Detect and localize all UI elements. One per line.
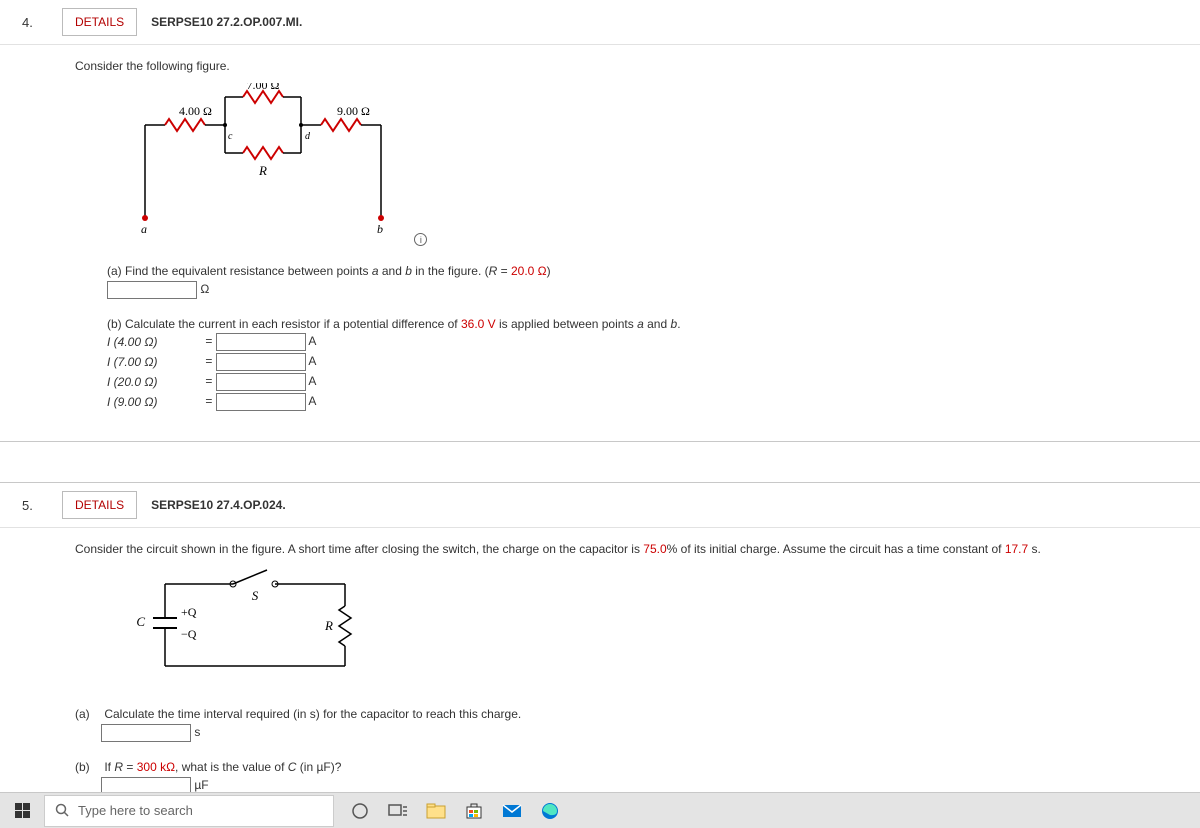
edge-icon[interactable]	[538, 799, 562, 823]
row-label: I (9.00 Ω)	[107, 395, 202, 409]
taskbar-search[interactable]: Type here to search	[44, 795, 334, 827]
svg-text:R: R	[324, 618, 333, 633]
svg-text:d: d	[305, 131, 311, 142]
part-b: (b) Calculate the current in each resist…	[107, 317, 1200, 411]
svg-text:C: C	[136, 614, 145, 629]
store-icon[interactable]	[462, 799, 486, 823]
intro-text: Consider the following figure.	[75, 59, 1200, 73]
svg-text:9.00 Ω: 9.00 Ω	[337, 104, 370, 118]
part-a: (a) Calculate the time interval required…	[75, 707, 1200, 742]
answer-input-i2[interactable]	[216, 353, 306, 371]
problem-4: 4. DETAILS SERPSE10 27.2.OP.007.MI. Cons…	[0, 0, 1200, 442]
problem-header: 4. DETAILS SERPSE10 27.2.OP.007.MI.	[0, 0, 1200, 45]
part-b: (b) If R = 300 kΩ, what is the value of …	[75, 760, 1200, 795]
answer-input-i3[interactable]	[216, 373, 306, 391]
answer-input-i4[interactable]	[216, 393, 306, 411]
cortana-icon[interactable]	[348, 799, 372, 823]
problem-code: SERPSE10 27.4.OP.024.	[151, 498, 286, 512]
answer-input-time[interactable]	[101, 724, 191, 742]
answer-input-i1[interactable]	[216, 333, 306, 351]
problem-number: 4.	[22, 15, 62, 30]
answer-input-eq-resistance[interactable]	[107, 281, 197, 299]
svg-text:b: b	[377, 222, 383, 236]
problem-code: SERPSE10 27.2.OP.007.MI.	[151, 15, 302, 29]
info-icon[interactable]: i	[414, 233, 427, 246]
problem-5: 5. DETAILS SERPSE10 27.4.OP.024. Conside…	[0, 482, 1200, 805]
circuit-figure-1: 4.00 Ω 7.00 Ω 9.00 Ω R c d a b i	[115, 83, 1200, 246]
details-button[interactable]: DETAILS	[62, 8, 137, 36]
windows-icon	[15, 803, 30, 818]
svg-text:4.00 Ω: 4.00 Ω	[179, 104, 212, 118]
taskbar-icons	[348, 799, 562, 823]
mail-icon[interactable]	[500, 799, 524, 823]
row-label: I (20.0 Ω)	[107, 375, 202, 389]
search-icon	[55, 803, 70, 818]
file-explorer-icon[interactable]	[424, 799, 448, 823]
circuit-figure-2: C +Q −Q S R	[115, 566, 1200, 689]
part-a-text: (a) Find the equivalent resistance betwe…	[107, 264, 372, 278]
part-a-text: Calculate the time interval required (in…	[104, 707, 521, 721]
part-a: (a) Find the equivalent resistance betwe…	[107, 264, 1200, 299]
svg-text:7.00 Ω: 7.00 Ω	[247, 83, 280, 92]
search-placeholder: Type here to search	[78, 803, 193, 818]
problem-header: 5. DETAILS SERPSE10 27.4.OP.024.	[0, 483, 1200, 528]
row-label: I (4.00 Ω)	[107, 335, 202, 349]
svg-text:c: c	[228, 131, 233, 142]
svg-text:+Q: +Q	[181, 605, 197, 619]
row-label: I (7.00 Ω)	[107, 355, 202, 369]
unit-label: Ω	[200, 283, 209, 297]
svg-text:R: R	[258, 163, 267, 178]
details-button[interactable]: DETAILS	[62, 491, 137, 519]
problem-number: 5.	[22, 498, 62, 513]
svg-text:−Q: −Q	[181, 627, 197, 641]
intro-text: Consider the circuit shown in the figure…	[75, 542, 1200, 556]
unit-label: µF	[194, 779, 208, 793]
start-button[interactable]	[0, 793, 44, 828]
taskbar: Type here to search	[0, 792, 1200, 828]
part-b-text: (b) Calculate the current in each resist…	[107, 317, 461, 331]
svg-text:S: S	[252, 588, 259, 603]
unit-label: s	[194, 726, 200, 740]
svg-text:a: a	[141, 222, 147, 236]
task-view-icon[interactable]	[386, 799, 410, 823]
